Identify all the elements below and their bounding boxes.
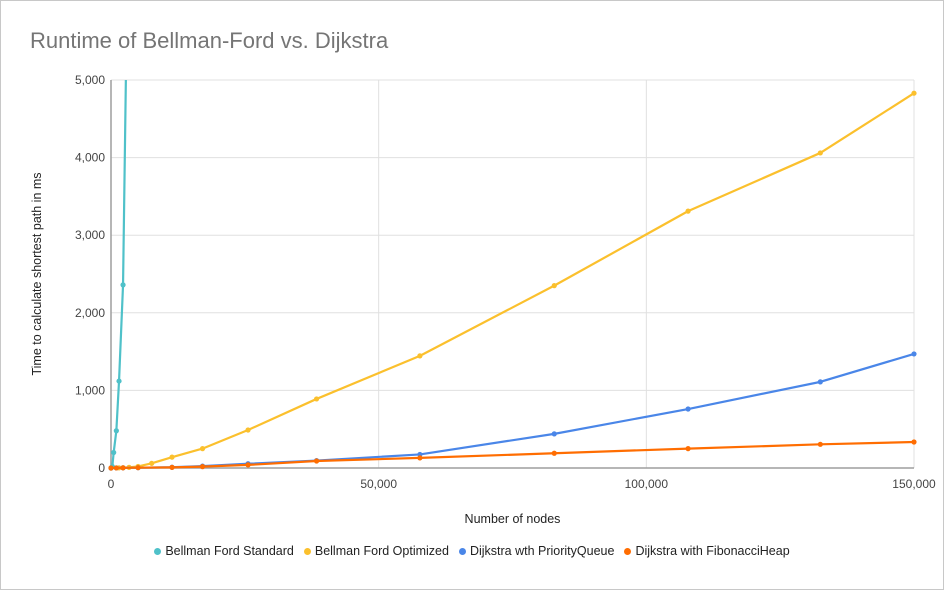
data-point	[817, 150, 823, 156]
data-point	[113, 465, 119, 471]
data-point	[817, 441, 823, 447]
series-line-1	[110, 92, 915, 470]
legend-label: Bellman Ford Standard	[165, 544, 294, 558]
data-point	[120, 465, 126, 471]
y-tick-label: 0	[98, 461, 105, 475]
data-point	[685, 208, 691, 214]
data-point	[551, 450, 557, 456]
legend-label: Dijkstra with FibonacciHeap	[635, 544, 790, 558]
data-point	[199, 446, 206, 452]
legend-item[interactable]: Bellman Ford Optimized	[303, 544, 449, 558]
data-point	[149, 460, 155, 466]
data-point	[313, 458, 320, 464]
legend-dot-icon	[303, 547, 311, 555]
y-tick-label: 5,000	[75, 73, 105, 87]
y-tick-label: 2,000	[75, 306, 105, 320]
x-tick-label: 100,000	[625, 477, 669, 491]
data-point	[685, 406, 691, 412]
data-point	[199, 464, 206, 470]
legend-item[interactable]: Dijkstra wth PriorityQueue	[458, 544, 615, 558]
data-point	[135, 465, 141, 471]
data-point	[417, 455, 423, 461]
y-tick-label: 1,000	[75, 383, 105, 397]
legend-label: Dijkstra wth PriorityQueue	[469, 544, 615, 558]
legend-dot-icon	[458, 547, 466, 555]
series-line-0	[110, 80, 127, 469]
data-point	[113, 428, 119, 434]
data-point	[685, 446, 691, 452]
legend-item[interactable]: Dijkstra with FibonacciHeap	[624, 544, 790, 558]
legend-dot-icon	[624, 547, 632, 555]
data-point	[817, 379, 823, 385]
data-point	[169, 464, 175, 470]
y-tick-label: 4,000	[75, 151, 105, 165]
data-point	[245, 427, 251, 433]
data-point	[169, 454, 175, 460]
legend: Bellman Ford Standard Bellman Ford Optimi…	[0, 544, 944, 558]
y-axis-label: Time to calculate shortest path in ms	[30, 172, 44, 375]
data-point	[313, 396, 320, 402]
data-point	[417, 353, 423, 359]
data-point	[911, 439, 917, 445]
legend-dot-icon	[154, 547, 162, 555]
x-tick-label: 0	[108, 477, 115, 491]
data-point	[120, 282, 126, 288]
data-point	[551, 283, 557, 289]
data-point	[245, 462, 251, 468]
legend-label: Bellman Ford Optimized	[314, 544, 449, 558]
series-line-2	[110, 352, 915, 470]
plot-area	[108, 80, 917, 471]
y-tick-label: 3,000	[75, 228, 105, 242]
x-tick-label: 150,000	[892, 477, 936, 491]
data-point	[108, 465, 114, 471]
data-point	[551, 431, 557, 437]
x-axis-label: Number of nodes	[465, 512, 561, 526]
data-point	[911, 90, 917, 96]
x-tick-label: 50,000	[360, 477, 397, 491]
legend-item[interactable]: Bellman Ford Standard	[154, 544, 294, 558]
data-point	[111, 449, 117, 456]
data-point	[116, 378, 122, 384]
data-point	[911, 351, 917, 357]
chart-title: Runtime of Bellman-Ford vs. Dijkstra	[30, 28, 389, 53]
